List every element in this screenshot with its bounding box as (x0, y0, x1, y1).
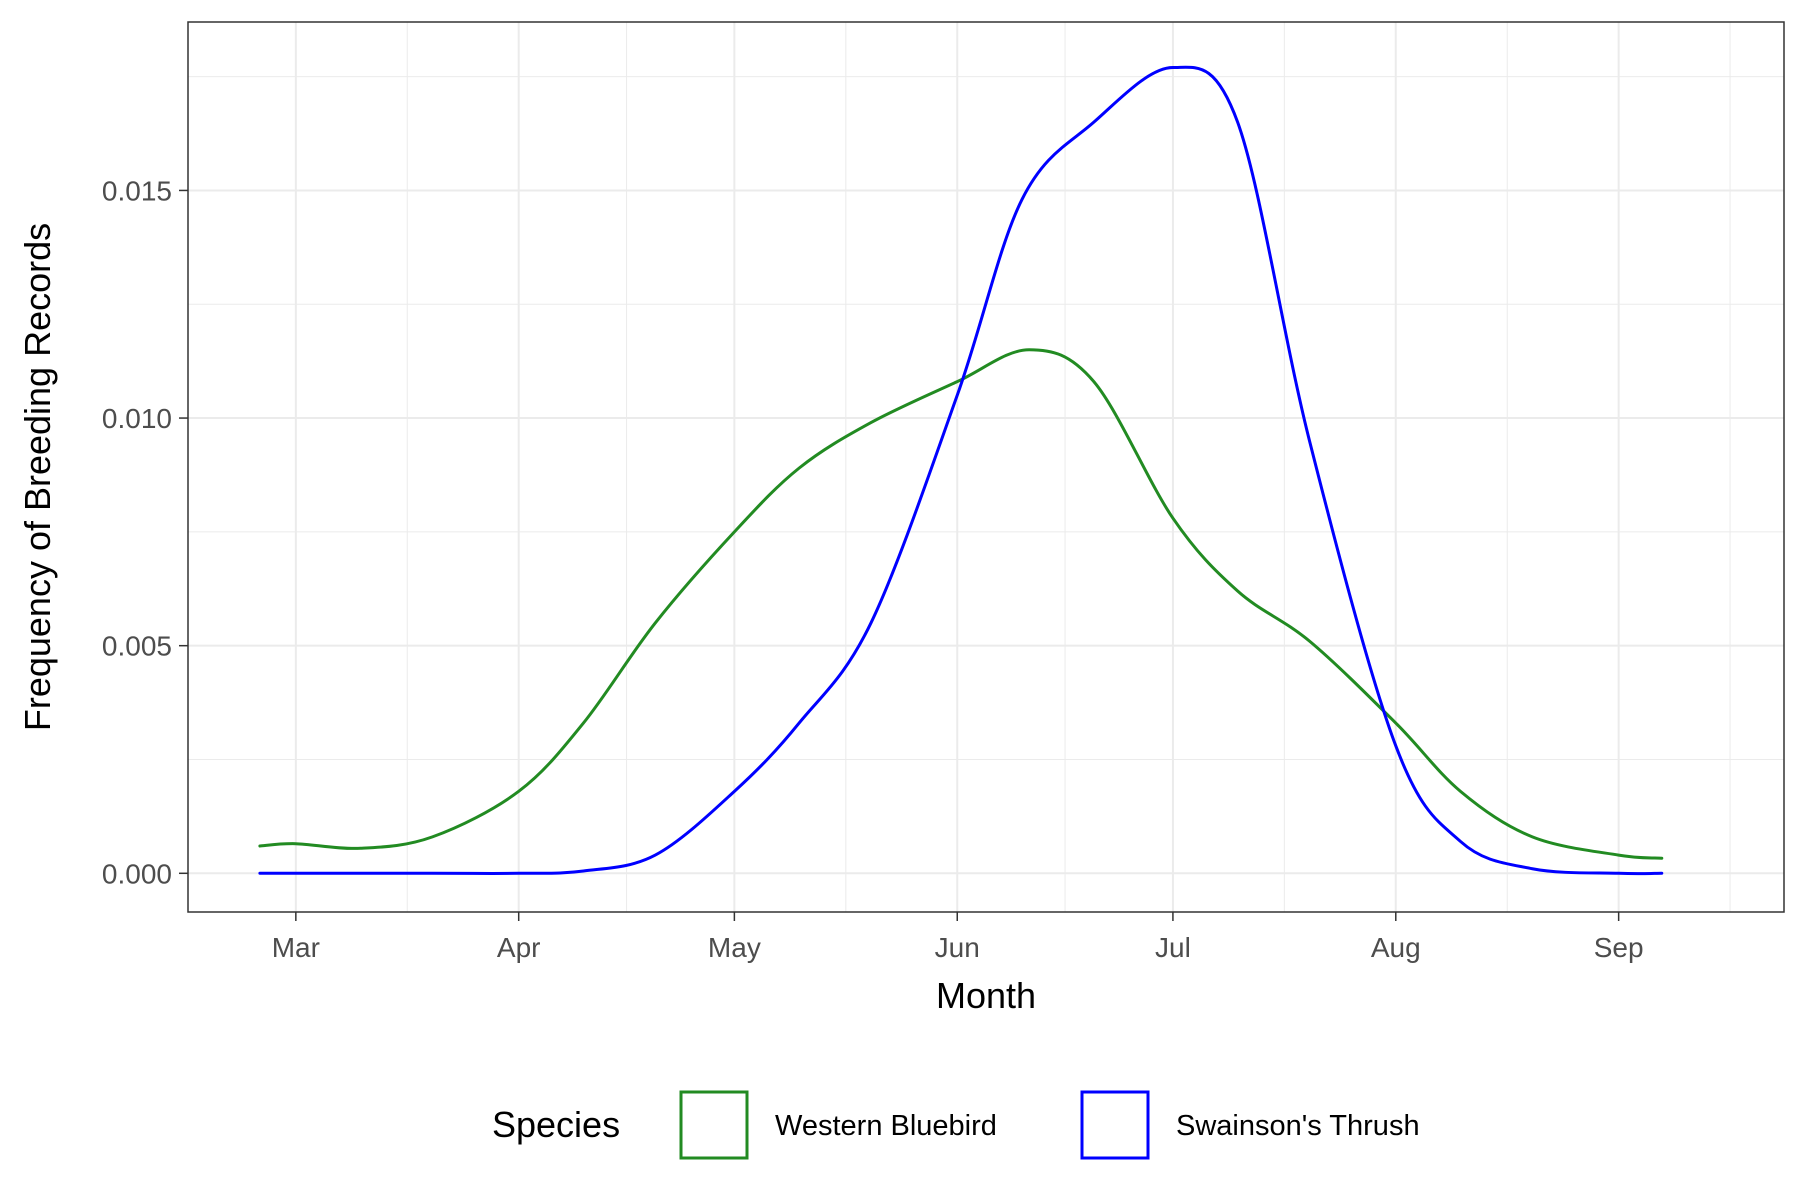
x-tick-label: Aug (1371, 932, 1421, 963)
legend-label-swainsons-thrush: Swainson's Thrush (1176, 1110, 1420, 1142)
x-axis-title: Month (936, 975, 1036, 1016)
legend-key-swainsons-thrush (1080, 1090, 1150, 1160)
series-line-swainson-s-thrush (258, 65, 1664, 876)
legend-title: Species (492, 1104, 620, 1145)
legend-label-western-bluebird: Western Bluebird (775, 1110, 997, 1142)
minor-gridlines (188, 22, 1784, 912)
series-layer (258, 65, 1664, 876)
y-axis-title: Frequency of Breeding Records (17, 223, 58, 731)
major-gridlines (188, 22, 1784, 912)
x-tick-label: Jun (935, 932, 980, 963)
legend: Species Western Bluebird Swainson's Thru… (492, 1090, 1420, 1160)
y-tick-label: 0.000 (102, 858, 172, 889)
panel-border (187, 21, 1785, 913)
y-tick-label: 0.005 (102, 631, 172, 662)
series-line-western-bluebird (258, 348, 1664, 860)
x-tick-label: Mar (272, 932, 320, 963)
y-tick-label: 0.015 (102, 175, 172, 206)
y-tick-label: 0.010 (102, 403, 172, 434)
x-axis: Mar Apr May Jun Jul Aug Sep (272, 912, 1644, 963)
x-tick-label: Sep (1594, 932, 1644, 963)
x-tick-label: Jul (1155, 932, 1191, 963)
legend-key-western-bluebird (679, 1090, 749, 1160)
x-tick-label: May (708, 932, 761, 963)
y-axis: 0.000 0.005 0.010 0.015 (102, 175, 188, 889)
x-tick-label: Apr (497, 932, 541, 963)
